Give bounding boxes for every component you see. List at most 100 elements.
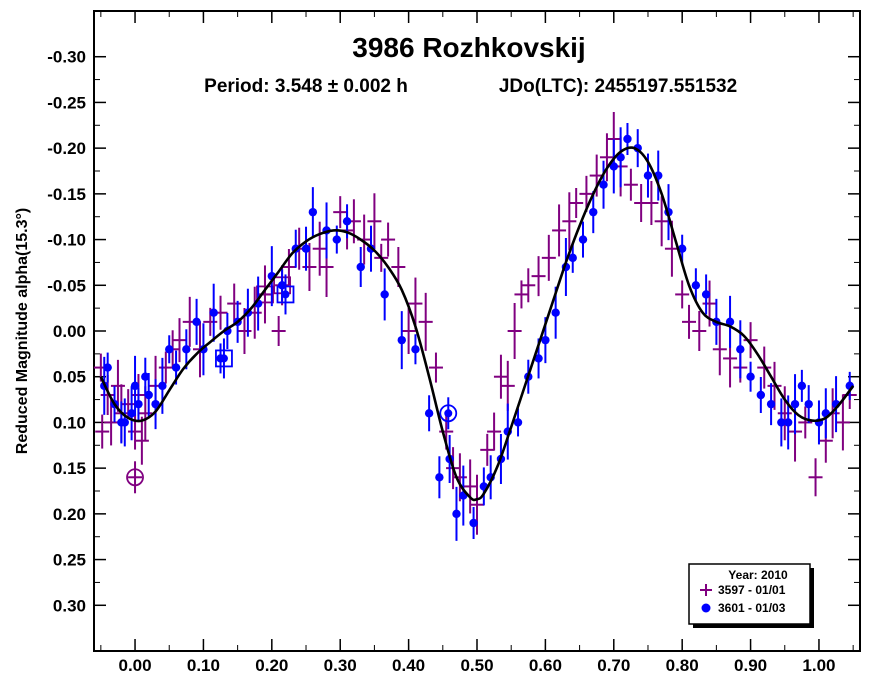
data-point-plus xyxy=(562,192,577,251)
data-point-dot xyxy=(209,283,218,342)
data-point-dot xyxy=(144,373,153,417)
data-point-plus xyxy=(579,175,594,212)
data-point-dot xyxy=(301,226,311,271)
data-point-plus xyxy=(692,311,707,351)
data-point-dot xyxy=(452,486,461,541)
data-point-dot xyxy=(103,352,112,383)
data-point-plus xyxy=(569,188,584,218)
data-point-plus xyxy=(493,354,508,399)
data-point-dot xyxy=(736,320,745,379)
legend-title: Year: 2010 xyxy=(728,568,788,582)
data-point-plus xyxy=(381,222,396,257)
y-tick-label: 0.15 xyxy=(53,459,86,478)
y-tick-label: 0.10 xyxy=(53,413,86,432)
data-point-dot xyxy=(599,160,608,209)
data-point-dot xyxy=(609,139,618,194)
data-point-dot xyxy=(777,398,786,447)
data-point-plus xyxy=(777,386,792,441)
data-point-plus xyxy=(552,204,567,257)
data-point-plus xyxy=(644,181,659,225)
data-point-plus xyxy=(408,277,423,330)
data-point-dot xyxy=(380,268,389,321)
circled-point xyxy=(439,397,458,430)
y-axis-label: Reduced Magnitude alpha(15.3°) xyxy=(14,208,31,454)
data-point-dot xyxy=(165,335,174,364)
y-tick-label: 0.00 xyxy=(53,322,86,341)
data-point-plus xyxy=(623,168,638,201)
data-point-plus xyxy=(808,458,823,497)
data-point-plus xyxy=(227,283,242,324)
data-point-dot xyxy=(127,386,136,441)
data-point-dot xyxy=(424,395,434,432)
data-point-dot xyxy=(725,295,735,348)
data-point-dot xyxy=(151,379,160,430)
data-point-dot xyxy=(623,123,632,155)
data-point-dot xyxy=(821,388,831,439)
series-1 xyxy=(93,112,857,535)
data-point-dot xyxy=(790,374,800,435)
data-point-plus xyxy=(158,351,173,384)
data-point-dot xyxy=(513,408,523,437)
y-tick-label: -0.15 xyxy=(47,185,86,204)
data-point-dot xyxy=(469,507,478,539)
data-point-plus xyxy=(418,292,433,351)
data-point-dot xyxy=(691,268,701,303)
y-tick-label: -0.30 xyxy=(47,48,86,67)
data-point-dot xyxy=(435,456,444,499)
x-tick-label: 0.50 xyxy=(460,656,493,675)
boxed-point xyxy=(215,338,233,379)
y-tick-label: 0.30 xyxy=(53,596,86,615)
data-point-dot xyxy=(356,247,365,287)
y-tick-label: -0.25 xyxy=(47,93,86,112)
data-point-dot xyxy=(308,187,318,238)
legend-items: 3597 - 01/01 3601 - 01/03 xyxy=(700,583,786,615)
data-point-plus xyxy=(712,323,727,376)
y-tick-label: -0.10 xyxy=(47,231,86,250)
y-tick-label: -0.20 xyxy=(47,139,86,158)
data-point-dot xyxy=(804,385,813,424)
data-point-dot xyxy=(134,388,143,421)
data-point-plus xyxy=(391,247,406,287)
legend-label: 3601 - 01/03 xyxy=(718,601,786,615)
data-series xyxy=(93,112,857,541)
fit-curve xyxy=(99,146,855,502)
x-tick-label: 1.00 xyxy=(802,656,835,675)
legend: Year: 2010 3597 - 01/01 3601 - 01/03 xyxy=(688,563,814,628)
data-point-dot xyxy=(766,383,776,426)
data-point-dot xyxy=(814,400,824,445)
x-tick-label: 0.20 xyxy=(255,656,288,675)
data-point-dot xyxy=(182,329,191,370)
data-point-plus xyxy=(480,433,495,466)
data-point-dot xyxy=(568,242,577,273)
x-tick-label: 0.00 xyxy=(118,656,151,675)
data-point-plus xyxy=(95,414,110,449)
y-tick-label: -0.05 xyxy=(47,276,86,295)
data-point-plus xyxy=(500,360,515,411)
data-point-plus xyxy=(654,196,669,247)
data-point-dot xyxy=(616,127,625,188)
data-point-plus xyxy=(134,416,149,465)
x-axis-ticks: 0.00 0.10 0.20 0.30 0.40 0.50 0.60 0.70 0.80 0.90… xyxy=(100,11,854,675)
data-point-plus xyxy=(271,316,286,346)
period-text: Period: 3.548 ± 0.002 h xyxy=(204,76,408,97)
data-point-dot xyxy=(589,191,598,234)
data-point-plus xyxy=(599,133,614,182)
data-point-plus xyxy=(521,268,536,303)
x-tick-label: 0.90 xyxy=(734,656,767,675)
chart-title: 3986 Rozhkovskij xyxy=(352,32,585,63)
circled-point xyxy=(126,461,144,494)
data-point-plus xyxy=(835,394,850,451)
data-point-plus xyxy=(541,234,556,281)
data-point-plus xyxy=(507,303,522,359)
y-tick-label: 0.25 xyxy=(53,551,86,570)
legend-label: 3597 - 01/01 xyxy=(718,583,786,597)
legend-box xyxy=(688,563,811,625)
data-point-plus xyxy=(428,352,443,383)
legend-item: 3601 - 01/03 xyxy=(701,601,786,615)
data-point-plus xyxy=(401,308,416,354)
x-tick-label: 0.60 xyxy=(529,656,562,675)
data-point-dot xyxy=(701,274,711,315)
epoch-text: JDo(LTC): 2455197.551532 xyxy=(499,76,737,97)
legend-item: 3597 - 01/01 xyxy=(700,583,786,597)
